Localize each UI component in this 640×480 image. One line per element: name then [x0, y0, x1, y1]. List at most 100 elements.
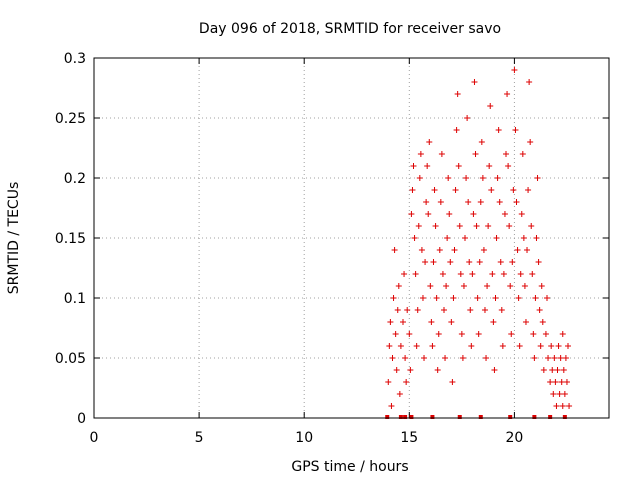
y-tick-label: 0.3 — [64, 51, 86, 67]
data-point — [531, 355, 538, 361]
data-point — [525, 187, 532, 193]
data-point — [468, 343, 475, 349]
data-point — [491, 367, 498, 373]
y-axis-label: SRMTID / TECUs — [6, 182, 22, 295]
data-point — [536, 307, 543, 313]
data-point — [455, 163, 462, 169]
data-point — [560, 367, 567, 373]
zero-marker — [430, 415, 435, 419]
data-point — [435, 331, 442, 337]
y-tick-label: 0.1 — [64, 291, 86, 307]
data-point — [470, 211, 477, 217]
data-point — [433, 295, 440, 301]
data-point — [426, 139, 433, 145]
data-point — [527, 139, 534, 145]
data-point — [439, 271, 446, 277]
data-point — [424, 163, 431, 169]
data-point — [392, 331, 399, 337]
data-point — [429, 343, 436, 349]
data-point — [454, 91, 461, 97]
data-point — [535, 259, 542, 265]
data-point — [403, 379, 410, 385]
data-point — [472, 151, 479, 157]
data-point — [428, 319, 435, 325]
x-tick-label: 5 — [195, 430, 204, 446]
data-point — [412, 271, 419, 277]
data-point — [512, 127, 519, 133]
data-point — [410, 163, 417, 169]
zero-marker — [398, 415, 403, 419]
y-tick-label: 0 — [77, 411, 86, 427]
data-point — [513, 199, 520, 205]
data-point — [460, 283, 467, 289]
data-point — [453, 127, 460, 133]
y-tick-label: 0.2 — [64, 171, 86, 187]
data-point — [440, 307, 447, 313]
data-point — [559, 331, 566, 337]
data-point — [553, 403, 560, 409]
data-point — [449, 379, 456, 385]
data-point — [427, 283, 434, 289]
data-point — [501, 211, 508, 217]
data-point — [395, 283, 402, 289]
data-point — [550, 391, 557, 397]
data-point — [552, 379, 559, 385]
data-point — [557, 355, 564, 361]
data-point — [402, 355, 409, 361]
data-point — [430, 259, 437, 265]
data-point — [464, 115, 471, 121]
data-point — [394, 307, 401, 313]
data-point — [425, 211, 432, 217]
data-point — [444, 235, 451, 241]
data-point — [473, 223, 480, 229]
data-point — [547, 379, 554, 385]
data-point — [518, 211, 525, 217]
data-point — [409, 187, 416, 193]
data-point — [467, 307, 474, 313]
data-point — [400, 319, 406, 325]
data-point — [507, 283, 514, 289]
data-point — [489, 271, 496, 277]
data-point — [528, 223, 535, 229]
data-point — [530, 331, 537, 337]
y-tick-label: 0.25 — [55, 111, 86, 127]
data-point — [452, 187, 459, 193]
data-point — [526, 79, 533, 85]
data-point — [494, 175, 501, 181]
x-tick-label: 0 — [90, 430, 99, 446]
data-point — [475, 331, 482, 337]
data-point — [492, 295, 499, 301]
data-point — [385, 379, 392, 385]
data-point — [496, 199, 503, 205]
data-point — [442, 355, 449, 361]
data-point — [411, 235, 418, 241]
data-point — [474, 295, 481, 301]
zero-marker — [457, 415, 462, 419]
data-point — [521, 283, 528, 289]
data-point — [499, 343, 506, 349]
data-point — [466, 259, 473, 265]
data-point — [417, 151, 424, 157]
grid-lines — [94, 58, 609, 418]
data-point — [539, 319, 546, 325]
data-point — [543, 295, 550, 301]
data-point — [404, 307, 411, 313]
zero-marker — [403, 415, 408, 419]
data-point — [423, 199, 430, 205]
data-point — [456, 223, 463, 229]
data-point — [522, 319, 529, 325]
data-point — [500, 271, 507, 277]
data-point — [458, 331, 465, 337]
zero-marker — [409, 415, 414, 419]
data-point — [471, 79, 478, 85]
data-point — [563, 379, 570, 385]
y-tick-label: 0.15 — [55, 231, 86, 247]
data-point — [556, 391, 563, 397]
data-point — [487, 103, 494, 109]
data-point — [414, 307, 421, 313]
data-point — [537, 343, 544, 349]
data-point — [519, 151, 526, 157]
data-point — [493, 235, 500, 241]
plot-frame — [93, 57, 610, 419]
data-point — [463, 175, 470, 181]
